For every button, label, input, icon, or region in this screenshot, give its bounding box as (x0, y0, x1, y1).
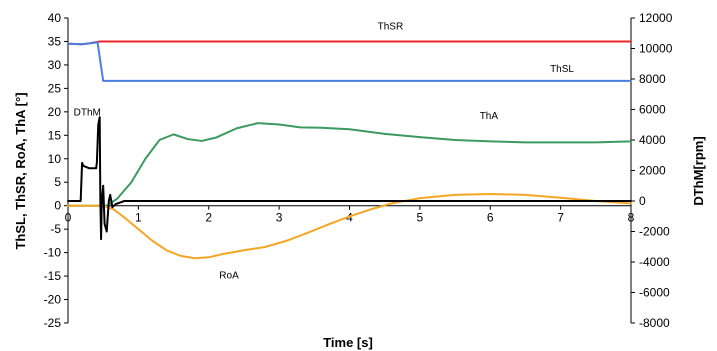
x-tick-label: 2 (205, 211, 212, 225)
right-tick-label: 10000 (639, 42, 673, 56)
x-tick-label: 8 (628, 211, 635, 225)
series-line-tha (67, 122, 632, 207)
left-tick-label: -25 (44, 316, 62, 330)
left-tick-label: 30 (48, 58, 62, 72)
series-label-roa: RoA (219, 270, 239, 281)
left-tick-label: 35 (48, 34, 62, 48)
left-axis-ticks: 40 35 30 25 20 15 10 5 0 -5 -10 -15 -20 -25 (44, 11, 68, 330)
left-tick-label: 25 (48, 81, 62, 95)
left-tick-label: 40 (48, 11, 62, 25)
right-tick-label: 4000 (639, 133, 666, 147)
right-tick-label: 8000 (639, 72, 666, 86)
series-line-dthm (67, 116, 632, 241)
series-label-thsl: ThSL (550, 64, 574, 75)
right-y-axis-label: DThM[rpm] (691, 136, 706, 205)
series-line-thsr (67, 40, 632, 46)
right-tick-label: 6000 (639, 103, 666, 117)
right-tick-label: -2000 (639, 225, 670, 239)
plot-area (67, 18, 632, 323)
left-tick-label: 15 (48, 128, 62, 142)
series-label-tha: ThA (480, 111, 499, 122)
right-tick-label: 12000 (639, 11, 673, 25)
x-axis-label: Time [s] (323, 335, 373, 350)
series-label-thsr: ThSR (378, 22, 404, 33)
left-tick-label: -5 (50, 222, 61, 236)
left-tick-label: 0 (54, 199, 61, 213)
series-label-dthm: DThM (74, 108, 101, 119)
left-tick-label: 10 (48, 152, 62, 166)
right-tick-label: -6000 (639, 286, 670, 300)
series-lines (67, 40, 632, 260)
series-line-thsl (67, 41, 632, 82)
right-tick-label: 0 (639, 194, 646, 208)
right-tick-label: -4000 (639, 255, 670, 269)
left-tick-label: 5 (54, 175, 61, 189)
right-tick-label: 2000 (639, 164, 666, 178)
x-tick-label: 0 (65, 211, 72, 225)
x-axis-ticks: 0 1 2 3 4 5 6 7 8 (65, 205, 635, 225)
series-line-roa (67, 192, 632, 260)
series-labels: ThSR ThSL ThA RoA DThM (74, 22, 575, 282)
left-tick-label: -15 (44, 269, 62, 283)
x-tick-label: 4 (346, 211, 353, 225)
x-tick-label: 3 (276, 211, 283, 225)
x-tick-label: 1 (135, 211, 142, 225)
x-tick-label: 5 (417, 211, 424, 225)
right-tick-label: -8000 (639, 316, 670, 330)
x-tick-label: 6 (487, 211, 494, 225)
left-tick-label: -10 (44, 246, 62, 260)
left-y-axis-label: ThSL, ThSR, RoA, ThA [°] (13, 92, 28, 249)
x-tick-label: 7 (557, 211, 564, 225)
left-tick-label: -20 (44, 293, 62, 307)
right-axis-ticks: 12000 10000 8000 6000 4000 2000 0 -2000 -4000 -60… (631, 11, 673, 330)
left-tick-label: 20 (48, 105, 62, 119)
